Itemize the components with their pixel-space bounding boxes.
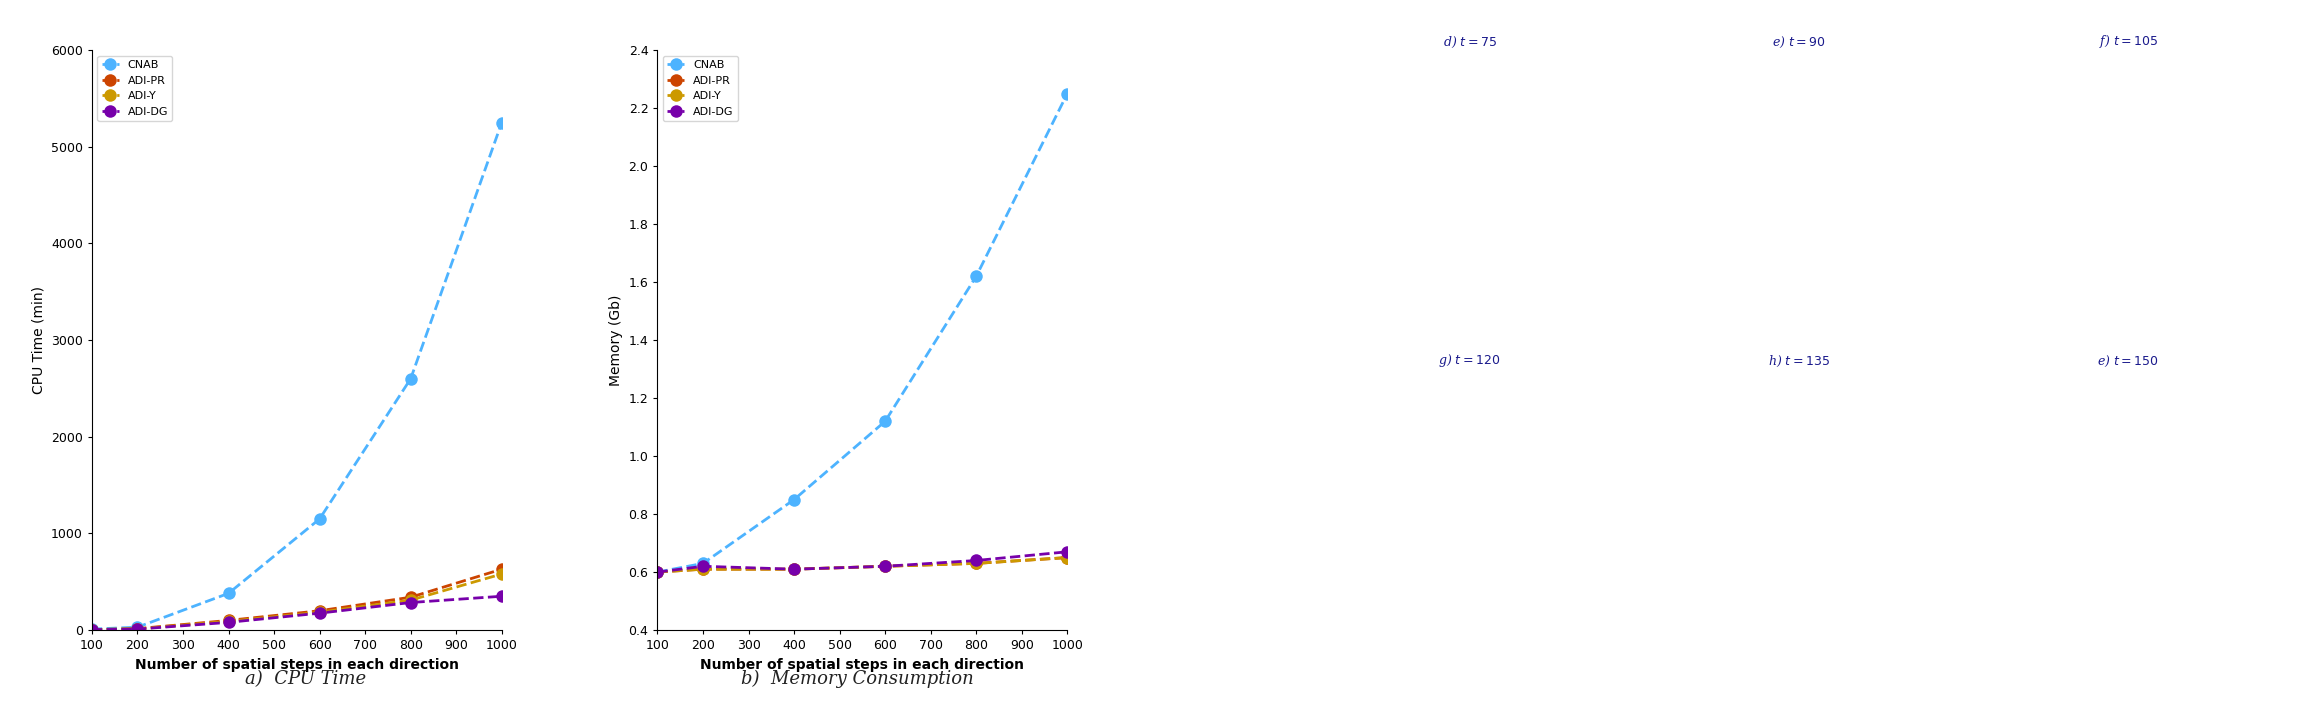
ADI-DG xyxy=(871,562,899,571)
Title: f) $t = 105$: f) $t = 105$ xyxy=(2098,33,2158,50)
ADI-DG xyxy=(643,568,671,576)
ADI-Y xyxy=(1052,553,1080,562)
ADI-PR xyxy=(781,565,809,574)
CNAB xyxy=(306,515,333,523)
ADI-PR xyxy=(398,593,425,601)
ADI-Y xyxy=(871,562,899,571)
Y-axis label: CPU Time (min): CPU Time (min) xyxy=(32,286,46,394)
Text: a)  CPU Time: a) CPU Time xyxy=(246,669,365,688)
Line: ADI-PR: ADI-PR xyxy=(85,563,508,636)
Line: ADI-PR: ADI-PR xyxy=(650,551,1073,579)
Line: CNAB: CNAB xyxy=(650,87,1073,579)
ADI-PR xyxy=(963,559,990,568)
ADI-DG xyxy=(963,556,990,565)
CNAB xyxy=(871,417,899,425)
CNAB xyxy=(689,559,717,568)
ADI-Y xyxy=(306,608,333,616)
Line: ADI-DG: ADI-DG xyxy=(85,590,508,636)
ADI-DG xyxy=(214,618,241,626)
Title: h) $t = 135$: h) $t = 135$ xyxy=(1767,354,1829,369)
Legend: CNAB, ADI-PR, ADI-Y, ADI-DG: CNAB, ADI-PR, ADI-Y, ADI-DG xyxy=(664,56,738,121)
ADI-DG xyxy=(781,565,809,574)
ADI-Y xyxy=(398,596,425,604)
ADI-Y xyxy=(487,570,515,579)
ADI-PR xyxy=(1052,553,1080,562)
CNAB xyxy=(214,589,241,598)
ADI-Y xyxy=(963,559,990,568)
CNAB xyxy=(398,374,425,383)
ADI-Y xyxy=(78,625,106,634)
CNAB xyxy=(487,118,515,127)
CNAB xyxy=(124,623,152,632)
Line: ADI-DG: ADI-DG xyxy=(650,546,1073,579)
ADI-DG xyxy=(306,609,333,617)
Y-axis label: Memory (Gb): Memory (Gb) xyxy=(609,294,623,386)
ADI-Y xyxy=(214,617,241,626)
ADI-DG xyxy=(78,625,106,634)
CNAB xyxy=(78,625,106,634)
ADI-DG xyxy=(1052,548,1080,556)
ADI-DG xyxy=(689,562,717,571)
ADI-PR xyxy=(78,625,106,634)
CNAB xyxy=(643,568,671,576)
Title: g) $t = 120$: g) $t = 120$ xyxy=(1439,352,1501,369)
CNAB xyxy=(781,495,809,504)
Line: ADI-Y: ADI-Y xyxy=(85,568,508,636)
Legend: CNAB, ADI-PR, ADI-Y, ADI-DG: CNAB, ADI-PR, ADI-Y, ADI-DG xyxy=(97,56,172,121)
Title: e) $t = 90$: e) $t = 90$ xyxy=(1772,35,1825,50)
ADI-PR xyxy=(643,568,671,576)
ADI-PR xyxy=(306,606,333,615)
CNAB xyxy=(1052,90,1080,98)
Text: b)  Memory Consumption: b) Memory Consumption xyxy=(740,669,974,688)
ADI-PR xyxy=(689,565,717,574)
ADI-Y xyxy=(781,565,809,574)
Line: ADI-Y: ADI-Y xyxy=(650,551,1073,579)
ADI-DG xyxy=(124,625,152,634)
ADI-DG xyxy=(487,592,515,601)
ADI-PR xyxy=(124,624,152,633)
ADI-PR xyxy=(214,616,241,624)
ADI-DG xyxy=(398,599,425,607)
ADI-Y xyxy=(643,568,671,576)
Title: e) $t = 150$: e) $t = 150$ xyxy=(2098,354,2158,369)
ADI-Y xyxy=(689,565,717,574)
ADI-PR xyxy=(871,562,899,571)
Title: d) $t = 75$: d) $t = 75$ xyxy=(1443,35,1496,50)
ADI-Y xyxy=(124,624,152,633)
CNAB xyxy=(963,272,990,281)
X-axis label: Number of spatial steps in each direction: Number of spatial steps in each directio… xyxy=(701,658,1025,672)
ADI-PR xyxy=(487,565,515,574)
X-axis label: Number of spatial steps in each direction: Number of spatial steps in each directio… xyxy=(136,658,460,672)
Line: CNAB: CNAB xyxy=(85,117,508,635)
